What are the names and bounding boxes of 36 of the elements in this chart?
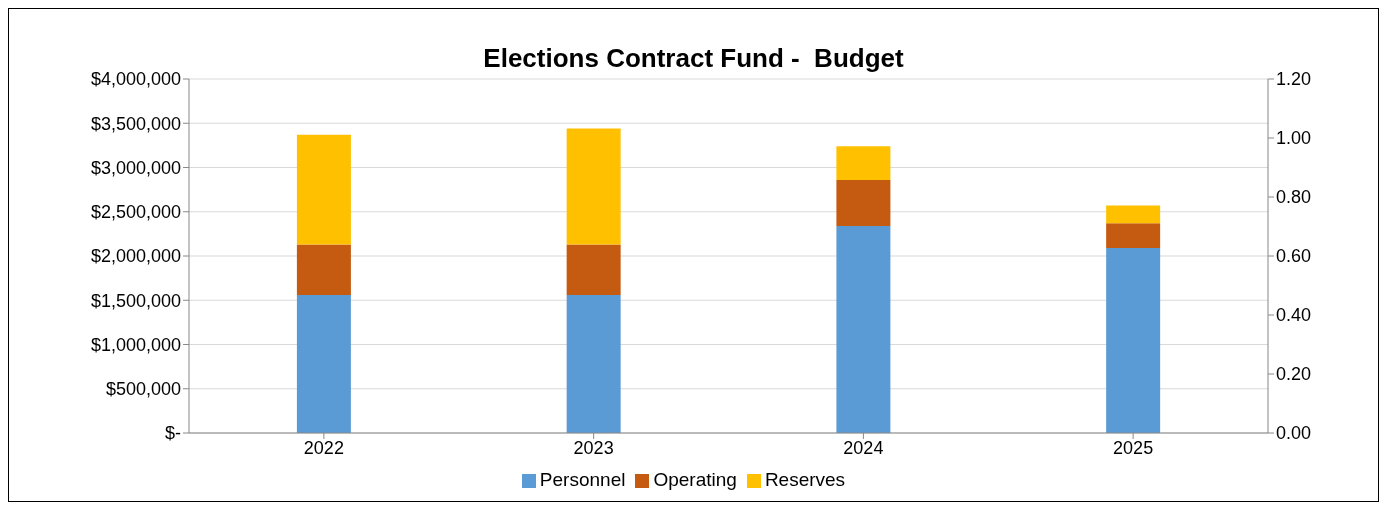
bar [1106,205,1161,224]
bar [566,128,621,245]
y-tick-label: $3,000,000 [90,157,181,178]
y-tick-label: $2,000,000 [90,246,181,267]
y2-tick-label: 1.00 [1276,128,1312,149]
bar [296,134,351,245]
bar [1106,248,1161,433]
legend-label: Reserves [764,469,846,490]
y-tick-label: $- [164,423,181,444]
bar [836,179,891,226]
bar [836,146,891,180]
bar [836,225,891,433]
chart-title: Elections Contract Fund - Budget [483,43,904,73]
bar [566,244,621,295]
y-tick-label: $500,000 [105,379,181,400]
x-tick-label: 2024 [843,437,884,458]
y-tick-label: $1,500,000 [90,290,181,311]
legend-label: Operating [653,469,737,490]
y2-tick-label: 0.00 [1276,423,1312,444]
y2-tick-label: 0.60 [1276,246,1312,267]
y2-tick-label: 1.20 [1276,69,1312,90]
x-tick-label: 2023 [573,437,614,458]
bar [296,244,351,295]
legend-label: Personnel [539,469,626,490]
x-tick-label: 2022 [303,437,344,458]
bar [566,294,621,433]
bar [296,294,351,433]
y-tick-label: $3,500,000 [90,113,181,134]
y-tick-label: $1,000,000 [90,334,181,355]
y-tick-label: $4,000,000 [90,69,181,90]
y-tick-label: $2,500,000 [90,202,181,223]
x-tick-label: 2025 [1113,437,1154,458]
y2-tick-label: 0.80 [1276,187,1312,208]
y2-tick-label: 0.20 [1276,364,1312,385]
y2-tick-label: 0.40 [1276,305,1312,326]
bar [1106,223,1161,249]
